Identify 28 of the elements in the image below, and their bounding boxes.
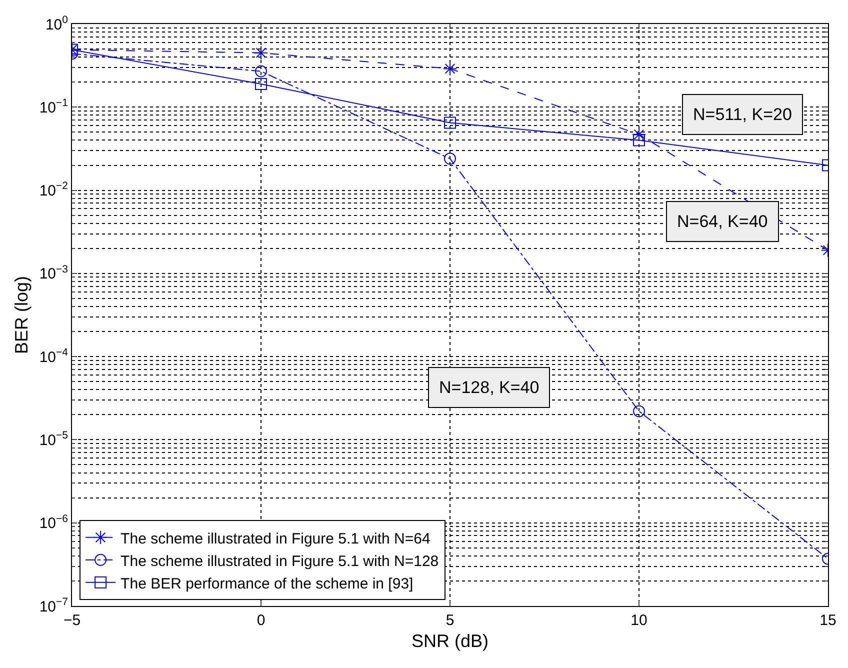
x-tick-label: 5 <box>446 612 454 629</box>
point <box>255 78 267 90</box>
y-tick-label: 10$^{−2}$ <box>39 180 68 200</box>
point <box>255 65 267 78</box>
y-tick-label: 10$^{−3}$ <box>39 263 68 283</box>
y-tick-label: 10$^{−4}$ <box>39 346 68 366</box>
legend-label: The scheme illustrated in Figure 5.1 with N=128 <box>120 552 439 570</box>
x-axis-title: SNR (dB) <box>411 631 489 652</box>
point <box>633 405 645 418</box>
y-tick-label: 10$^{−6}$ <box>39 512 68 532</box>
y-tick-label: 10$^{−5}$ <box>39 430 68 449</box>
x-tick-label: 0 <box>256 612 266 629</box>
x-tick-label: 10 <box>630 612 648 629</box>
point <box>444 116 456 129</box>
point <box>444 152 456 165</box>
x-tick-label: 15 <box>820 612 836 629</box>
point <box>442 62 458 76</box>
y-axis-title: BER (log) <box>12 276 32 354</box>
legend-label: The BER performance of the scheme in [93] <box>120 575 414 592</box>
y-tick-label: 10$^{−1}$ <box>39 97 68 116</box>
point <box>633 134 645 146</box>
legend-label: The scheme illustrated in Figure 5.1 with N=64 <box>120 530 430 548</box>
annotation: N=128, K=40 <box>439 378 540 397</box>
annotation: N=511, K=20 <box>693 105 792 124</box>
y-tick-label: 10$^{0}$ <box>45 14 68 34</box>
point <box>254 46 268 60</box>
annotation: N=64, K=40 <box>677 212 768 231</box>
point <box>632 127 646 142</box>
